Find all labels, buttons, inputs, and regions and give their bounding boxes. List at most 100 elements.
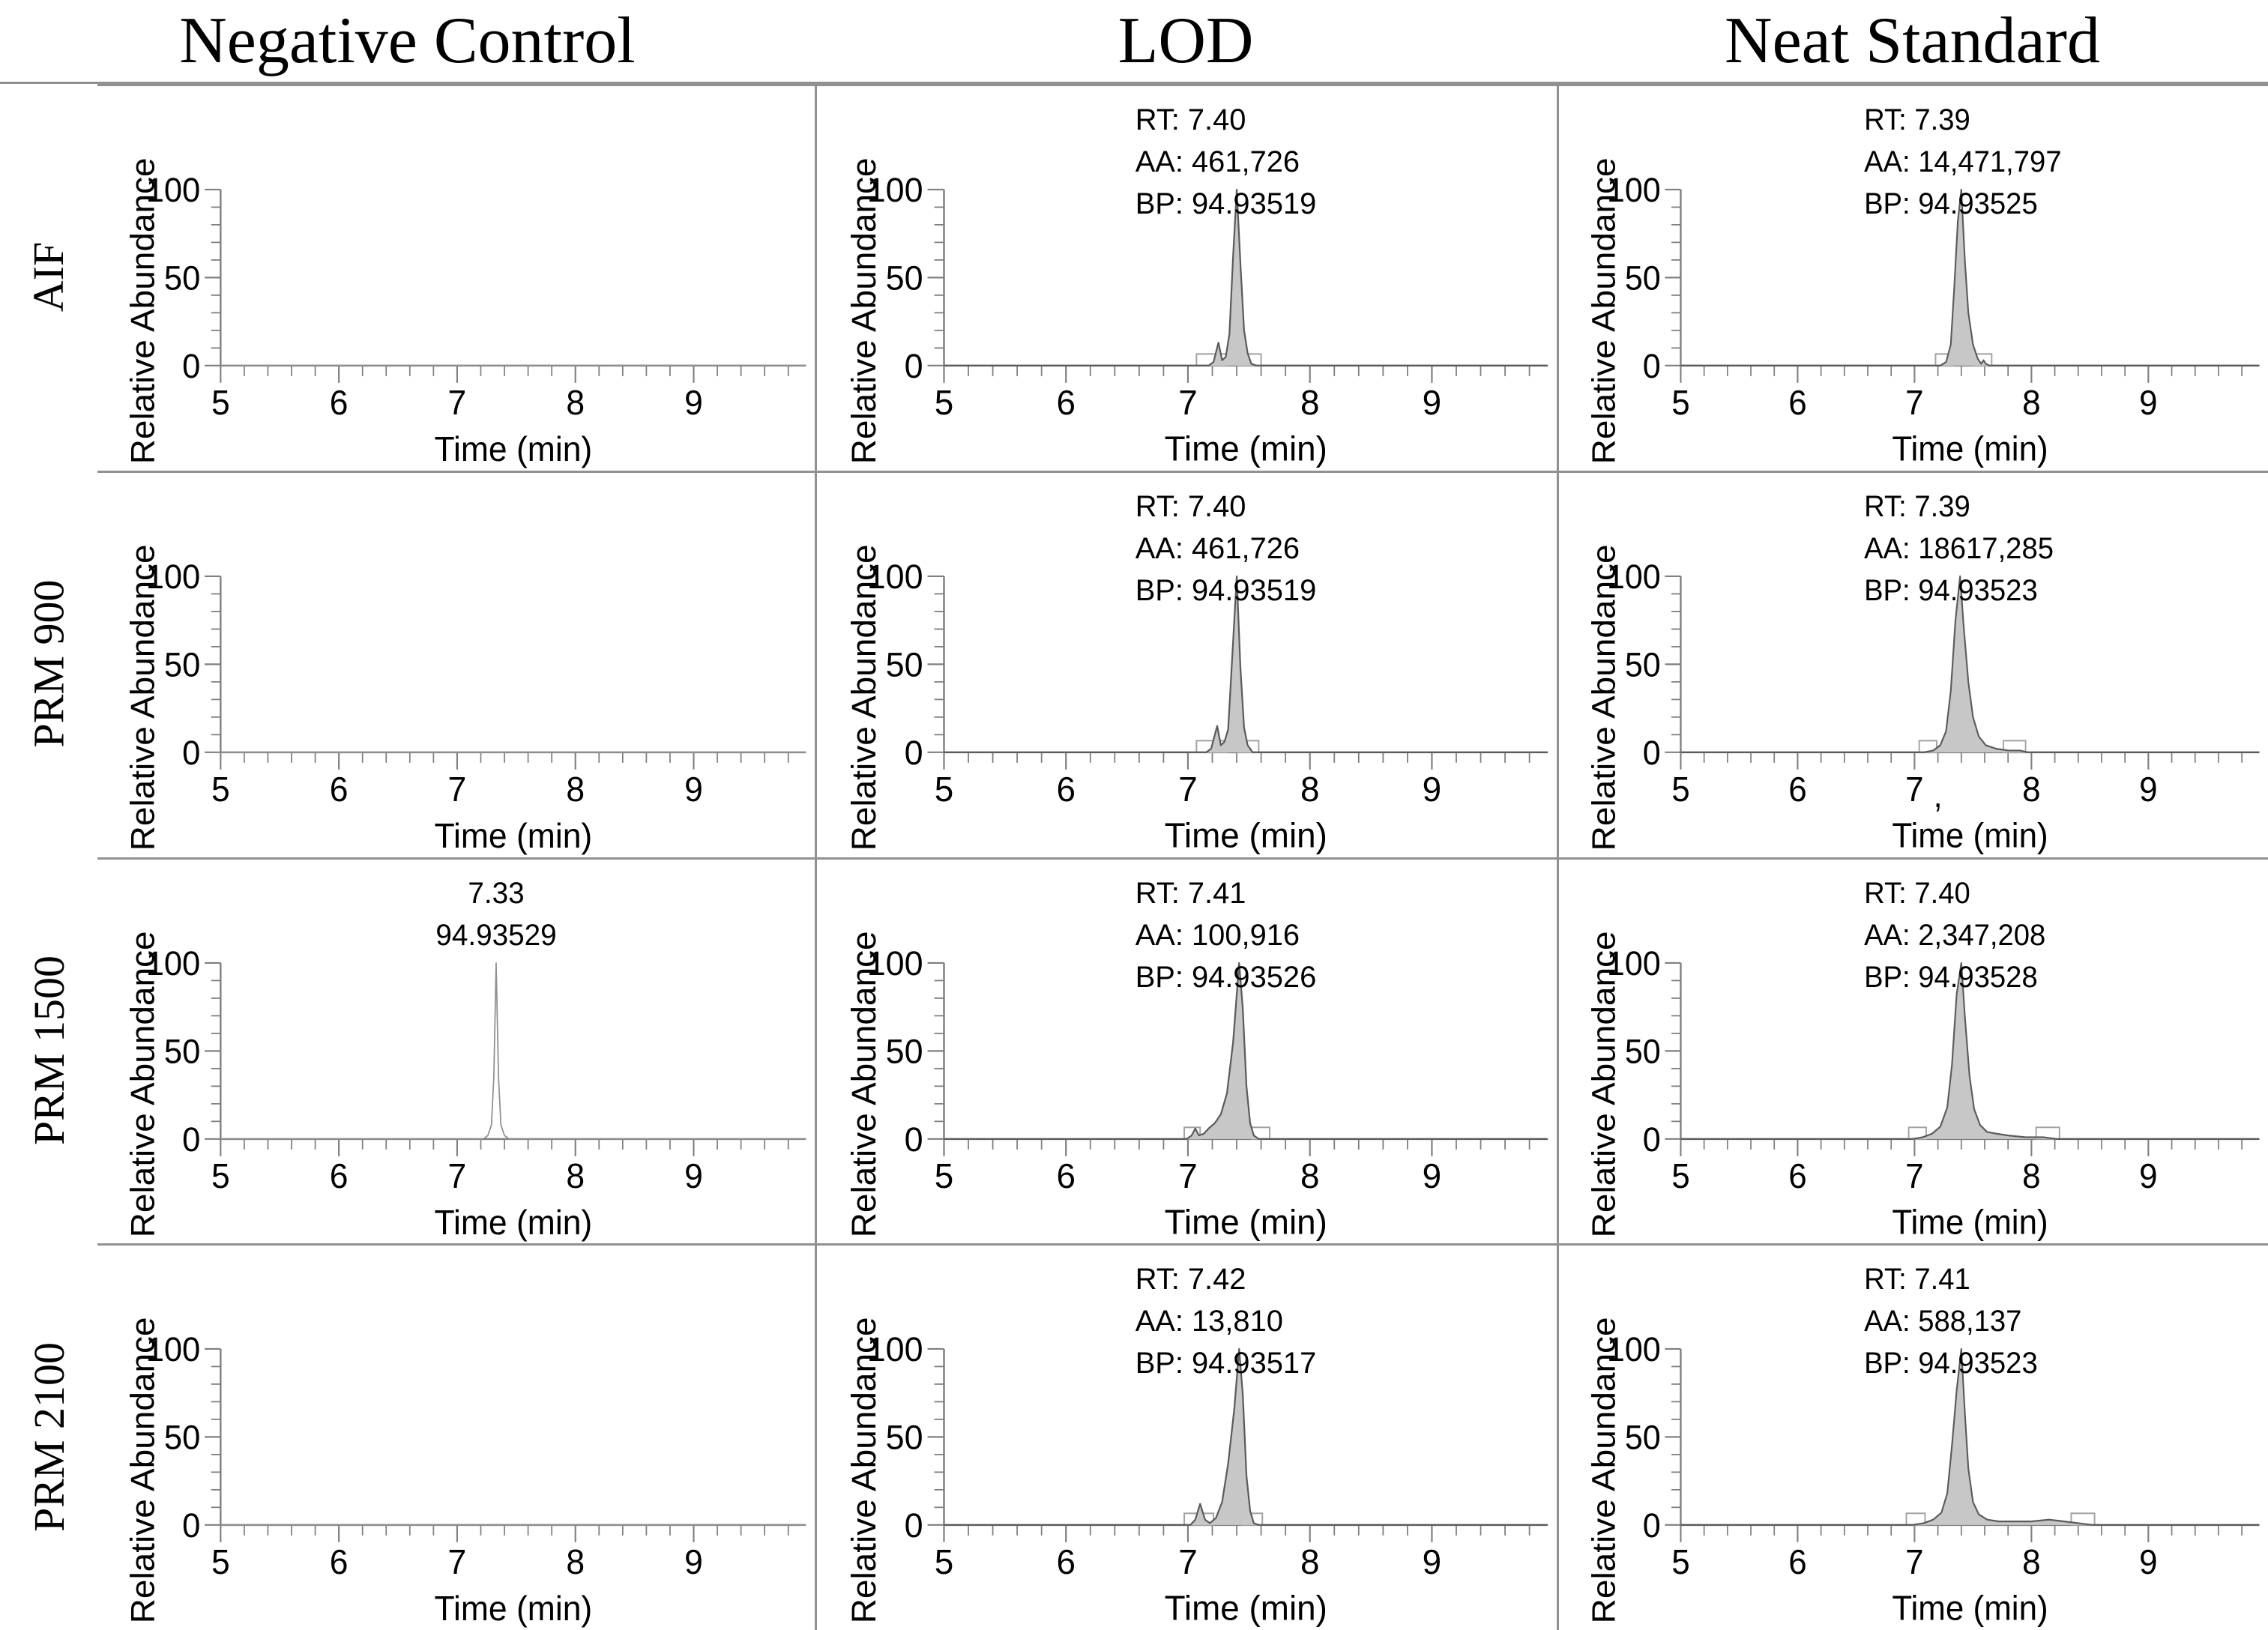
x-tick-label: 9 <box>2139 1542 2157 1581</box>
column-header-neat-standard: Neat Standard <box>1557 0 2268 84</box>
x-tick-label: 5 <box>1671 770 1689 809</box>
peak-annotation: RT: 7.41 <box>1864 1263 1970 1296</box>
y-tick-label: 0 <box>182 1121 200 1159</box>
y-tick-label: 0 <box>1643 1120 1661 1158</box>
x-tick-label: 6 <box>330 383 349 422</box>
y-tick-label: 50 <box>886 1419 923 1457</box>
x-tick-label: 8 <box>1300 1156 1319 1195</box>
peak-annotation: RT: 7.41 <box>1135 876 1246 909</box>
y-tick-label: 50 <box>1625 1033 1661 1070</box>
y-tick-label: 0 <box>182 1507 200 1545</box>
x-axis-title: Time (min) <box>1892 1589 2048 1628</box>
panel-prm-900-lod: 5 6 7 8 9 0 50 100 Time (min) Relative Abundance R… <box>815 470 1557 857</box>
x-tick-label: 5 <box>211 770 230 809</box>
y-tick-label: 50 <box>886 1032 923 1070</box>
y-axis-title: Relative Abundance <box>1584 1317 1622 1624</box>
x-tick-label: 7 <box>1178 1542 1197 1581</box>
x-tick-label: 9 <box>1423 769 1441 808</box>
peak-annotation: AA: 461,726 <box>1135 145 1300 178</box>
peak-annotation: RT: 7.39 <box>1864 490 1970 523</box>
peak-annotation: BP: 94.93519 <box>1135 574 1317 607</box>
chromatogram-trace <box>944 962 1548 1140</box>
x-axis-title: Time (min) <box>1892 1202 2048 1241</box>
row-label-text: PRM 1500 <box>24 955 73 1145</box>
chromatogram-trace <box>220 962 806 1140</box>
y-tick-label: 100 <box>867 171 923 209</box>
chromatogram-plot: 5 6 7 8 9 0 50 100 Time (min) Relative Abundance R… <box>1584 1263 2260 1628</box>
peak-annotation: AA: 18617,285 <box>1864 532 2054 565</box>
y-tick-label: 50 <box>164 1419 200 1457</box>
x-tick-label: 8 <box>2022 1156 2040 1195</box>
x-tick-label: 5 <box>935 383 953 422</box>
peak-annotation: RT: 7.40 <box>1135 103 1246 136</box>
x-tick-label: 7 <box>448 1156 467 1195</box>
chromatogram-trace <box>1680 1348 2260 1527</box>
x-axis-title: Time (min) <box>1165 815 1327 854</box>
x-tick-label: 8 <box>1300 769 1319 808</box>
y-tick-label: 100 <box>1607 558 1661 596</box>
panel-prm-2100-negative-control: 5 6 7 8 9 0 50 100 Time (min) Relative Abundance <box>97 1243 815 1630</box>
x-axis-title: Time (min) <box>1165 1202 1327 1241</box>
x-axis-title: Time (min) <box>434 1203 592 1242</box>
y-axis-title: Relative Abundance <box>124 931 161 1237</box>
peak-annotation: BP: 94.93528 <box>1864 961 2038 994</box>
y-tick-label: 100 <box>146 945 201 982</box>
row-label-prm-1500: PRM 1500 <box>0 857 97 1244</box>
y-tick-label: 100 <box>867 558 923 596</box>
x-tick-label: 8 <box>1300 1542 1319 1581</box>
x-tick-label: 5 <box>935 1156 953 1195</box>
y-tick-label: 50 <box>164 1033 200 1070</box>
y-tick-label: 100 <box>146 558 201 596</box>
x-tick-label: 9 <box>684 1542 703 1581</box>
y-tick-label: 0 <box>905 1120 923 1158</box>
chromatogram-trace <box>944 575 1548 753</box>
x-tick-label: 9 <box>1423 383 1441 422</box>
x-tick-label: 9 <box>2139 383 2157 422</box>
chromatogram-plot: 5 6 7 8 9 0 50 100 Time (min) Relative Abundance R… <box>844 876 1548 1241</box>
x-axis-title: Time (min) <box>1892 816 2048 855</box>
chromatogram-plot: 5 6 7 8 9 0 50 100 Time (min) Relative Abundance R… <box>844 103 1548 468</box>
chromatogram-plot: 5 6 7 8 9 0 50 100 Time (min) Relative Abundance R… <box>1584 877 2260 1241</box>
x-tick-label: 5 <box>1671 1542 1689 1581</box>
peak-annotation: AA: 588,137 <box>1864 1305 2021 1338</box>
peak-annotation: BP: 94.93526 <box>1135 960 1317 993</box>
column-header-label: Negative Control <box>179 4 636 77</box>
y-tick-label: 0 <box>905 734 923 772</box>
y-tick-label: 100 <box>1607 172 1661 209</box>
peak-annotation: BP: 94.93525 <box>1864 187 2038 220</box>
x-tick-label: 8 <box>566 383 585 422</box>
peak-annotation: BP: 94.93523 <box>1864 1347 2038 1380</box>
x-tick-label: 8 <box>1300 383 1319 422</box>
y-axis-title: Relative Abundance <box>1584 931 1622 1237</box>
x-tick-label: 7 <box>1178 769 1197 808</box>
x-tick-label: 5 <box>1671 1156 1689 1195</box>
x-tick-label: 7 <box>448 770 467 809</box>
chromatogram-plot: 5 6 7 8 9 0 50 100 Time (min) Relative Abundance R… <box>844 490 1548 855</box>
x-tick-label: 8 <box>566 770 585 809</box>
x-tick-label: 9 <box>2139 770 2157 809</box>
y-axis-title: Relative Abundance <box>124 1317 161 1624</box>
x-tick-label: 9 <box>2139 1156 2157 1195</box>
peak-annotation: RT: 7.40 <box>1864 877 1970 910</box>
x-tick-label: 6 <box>1788 1542 1806 1581</box>
x-tick-label: 6 <box>1056 383 1075 422</box>
x-tick-label: 8 <box>2022 1542 2040 1581</box>
y-tick-label: 0 <box>1643 734 1661 772</box>
peak-annotation: AA: 2,347,208 <box>1864 919 2045 952</box>
x-axis-title: Time (min) <box>1165 1589 1327 1628</box>
x-tick-label: 6 <box>1788 1156 1806 1195</box>
peak-annotation: BP: 94.93517 <box>1135 1347 1317 1380</box>
column-header-negative-control: Negative Control <box>0 0 815 84</box>
y-tick-label: 0 <box>182 348 200 385</box>
column-header-label: LOD <box>1118 4 1254 77</box>
chromatogram-plot: 5 6 7 8 9 0 50 100 Time (min) Relative Abundance <box>124 1317 806 1628</box>
row-label-text: PRM 900 <box>24 579 73 748</box>
panel-prm-2100-lod: 5 6 7 8 9 0 50 100 Time (min) Relative Abundance R… <box>815 1243 1557 1630</box>
y-axis-title: Relative Abundance <box>124 544 161 851</box>
chromatogram-trace <box>1680 575 2260 753</box>
x-tick-label: 6 <box>330 770 349 809</box>
x-axis-title: Time (min) <box>434 816 592 855</box>
x-tick-label: 5 <box>935 1542 953 1581</box>
x-tick-label: 8 <box>566 1156 585 1195</box>
column-header-lod: LOD <box>815 0 1557 84</box>
